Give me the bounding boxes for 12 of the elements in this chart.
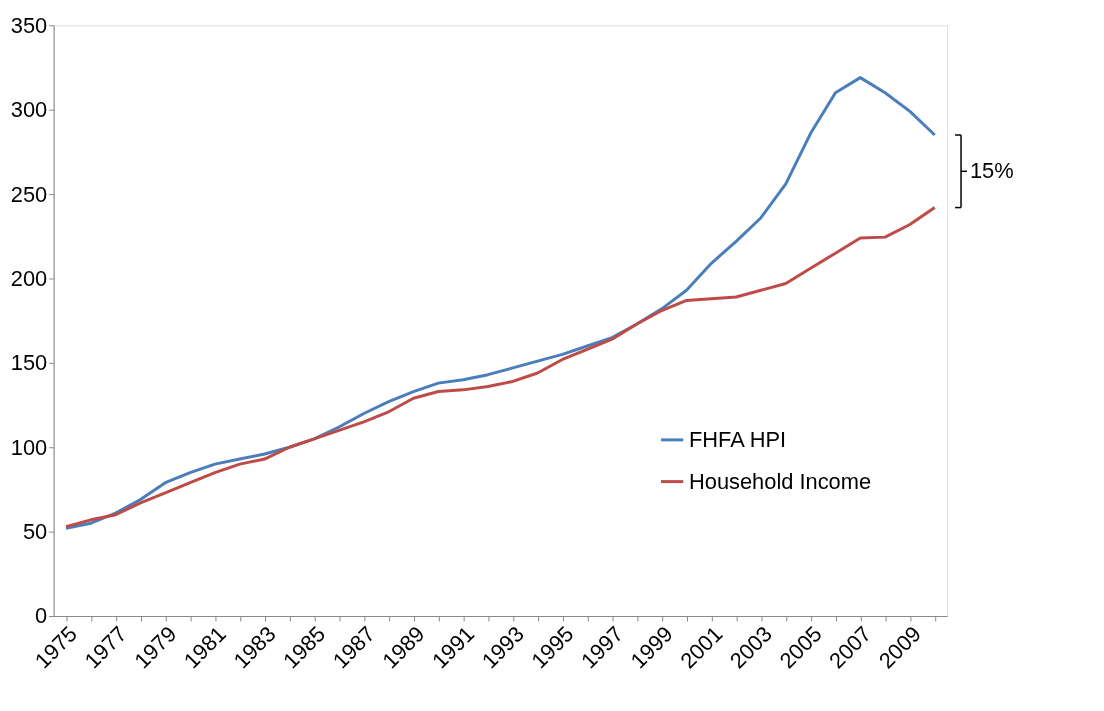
y-tick-label: 0: [35, 603, 48, 629]
legend-label: Household Income: [689, 468, 872, 494]
text: 15%: [969, 158, 1014, 184]
line-series: [64, 206, 937, 529]
y-tick-label: 150: [10, 350, 48, 376]
y-tick-label: 350: [10, 12, 48, 38]
legend-label: FHFA HPI: [689, 426, 787, 452]
y-tick-label: 50: [22, 519, 48, 545]
y-tick-label: 300: [10, 97, 48, 123]
y-tick-label: 250: [10, 181, 48, 207]
y-tick-label: 200: [10, 265, 48, 291]
y-tick-label: 100: [10, 434, 48, 460]
